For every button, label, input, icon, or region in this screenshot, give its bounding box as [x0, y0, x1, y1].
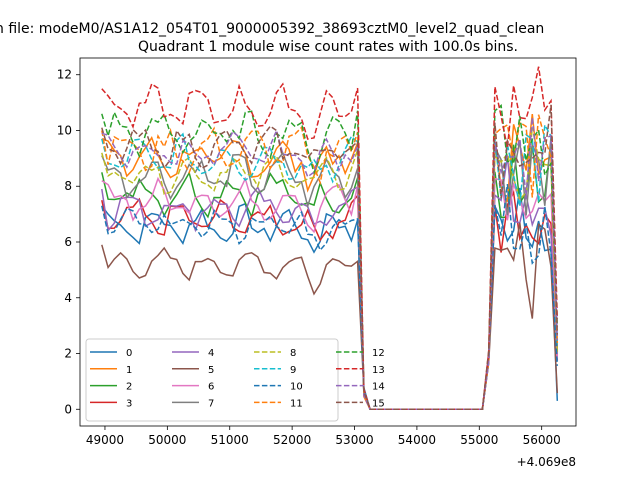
- legend-label-0: 0: [126, 348, 132, 359]
- legend-label-8: 8: [290, 348, 296, 359]
- figure-suptitle: n file: modeM0/AS1A12_054T01_9000005392_…: [0, 21, 544, 37]
- y-tick-label: 12: [57, 68, 72, 82]
- legend-label-15: 15: [372, 398, 385, 409]
- legend-label-13: 13: [372, 365, 385, 376]
- y-axis: 0 2 4 6 8 10 12: [57, 68, 80, 416]
- series-layer: [101, 66, 559, 411]
- x-tick-label: 51000: [211, 433, 249, 447]
- legend-label-10: 10: [290, 382, 303, 393]
- series-line-13: [101, 66, 559, 411]
- x-tick-label: 55000: [460, 433, 498, 447]
- y-tick-label: 0: [64, 402, 72, 416]
- y-tick-label: 10: [57, 123, 72, 137]
- y-tick-label: 8: [64, 179, 72, 193]
- x-tick-label: 54000: [398, 433, 436, 447]
- legend-label-3: 3: [126, 398, 132, 409]
- legend-box: [85, 338, 339, 422]
- legend-label-12: 12: [372, 348, 385, 359]
- legend-label-4: 4: [208, 348, 214, 359]
- x-offset-label: +4.069e8: [517, 455, 576, 469]
- x-axis: 49000 50000 51000 52000 53000 54000 55000 56000: [86, 426, 561, 447]
- legend-label-1: 1: [126, 365, 132, 376]
- legend-label-2: 2: [126, 382, 132, 393]
- legend-label-14: 14: [372, 382, 385, 393]
- legend-label-9: 9: [290, 365, 296, 376]
- legend-label-11: 11: [290, 398, 303, 409]
- x-tick-label: 50000: [148, 433, 186, 447]
- x-tick-label: 53000: [335, 433, 373, 447]
- legend-label-6: 6: [208, 382, 214, 393]
- x-tick-label: 49000: [86, 433, 124, 447]
- legend-label-7: 7: [208, 398, 214, 409]
- y-tick-label: 6: [64, 235, 72, 249]
- y-tick-label: 4: [64, 291, 72, 305]
- legend-label-5: 5: [208, 365, 214, 376]
- y-tick-label: 2: [64, 347, 72, 361]
- chart-title: Quadrant 1 module wise count rates with …: [138, 39, 518, 55]
- series-line-15: [101, 104, 559, 411]
- series-line-9: [101, 122, 559, 411]
- x-tick-label: 52000: [273, 433, 311, 447]
- x-tick-label: 56000: [523, 433, 561, 447]
